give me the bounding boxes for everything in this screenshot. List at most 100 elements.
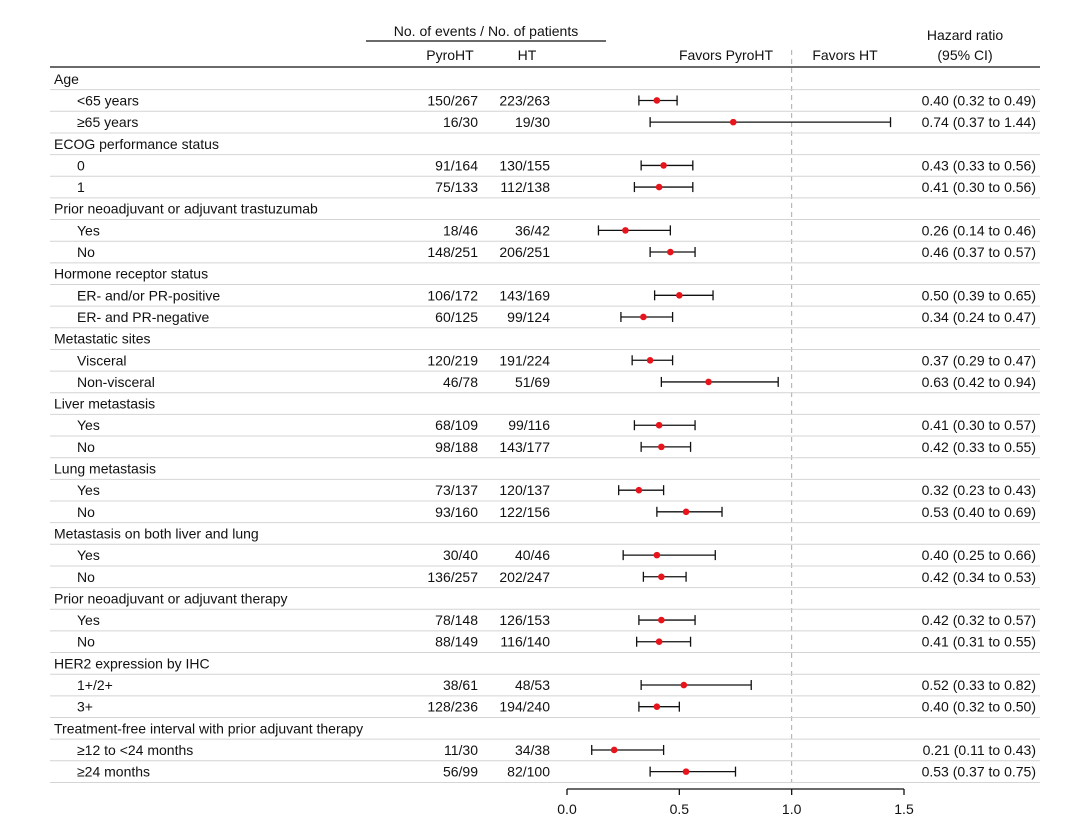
subgroup-label: Yes <box>77 612 100 628</box>
x-tick-label: 0.5 <box>670 801 690 817</box>
pyroht-events: 46/78 <box>443 374 478 390</box>
hazard-ratio-value: 0.26 (0.14 to 0.46) <box>922 222 1036 238</box>
ht-events: 116/140 <box>500 634 550 650</box>
hazard-ratio-point <box>653 703 661 710</box>
group-label: Treatment-free interval with prior adjuv… <box>54 720 363 736</box>
x-tick-label: 1.0 <box>782 801 802 817</box>
group-row: HER2 expression by IHC <box>50 652 1040 671</box>
subgroup-label: Yes <box>77 222 100 238</box>
pyroht-events: 78/148 <box>435 612 478 628</box>
subgroup-row: ≥24 months 56/99 82/100 0.53 (0.37 to 0.75) <box>50 760 1040 780</box>
forest-rows: Age <65 years 150/267 223/263 0.40 (0.32 to … <box>50 71 1040 783</box>
group-label: Age <box>54 71 79 87</box>
hazard-ratio-point <box>729 118 737 126</box>
subgroup-row: ER- and/or PR-positive 106/172 143/169 0.50… <box>50 284 1040 303</box>
subgroup-row: No 136/257 202/247 0.42 (0.34 to 0.53) <box>50 565 1040 585</box>
hazard-ratio-point <box>622 227 629 234</box>
pyroht-events: 56/99 <box>443 764 478 780</box>
group-row: Lung metastasis <box>50 457 1040 477</box>
group-label: ECOG performance status <box>54 136 219 152</box>
subgroup-label: Yes <box>77 482 100 498</box>
subgroup-label: ≥65 years <box>77 114 138 130</box>
table-header: No. of events / No. of patients PyroHT H… <box>50 23 1040 68</box>
hazard-ratio-point <box>660 162 667 169</box>
events-group-header: No. of events / No. of patients <box>394 23 578 39</box>
ht-events: 36/42 <box>515 222 550 238</box>
hazard-ratio-point <box>682 508 690 516</box>
hazard-ratio-value: 0.41 (0.30 to 0.56) <box>922 179 1036 195</box>
pyroht-events: 91/164 <box>435 157 478 173</box>
group-row: Liver metastasis <box>50 392 1040 412</box>
ht-events: 143/169 <box>499 287 550 303</box>
pyroht-events: 98/188 <box>435 439 478 455</box>
hazard-ratio-value: 0.53 (0.40 to 0.69) <box>922 504 1036 520</box>
subgroup-label: No <box>77 634 95 650</box>
group-row: Hormone receptor status <box>50 262 1040 282</box>
ht-events: 122/156 <box>499 504 550 520</box>
hazard-ratio-value: 0.34 (0.24 to 0.47) <box>922 309 1036 325</box>
col-header-pyroht: PyroHT <box>426 47 474 63</box>
subgroup-row: 3+ 128/236 194/240 0.40 (0.32 to 0.50) <box>50 695 1040 715</box>
pyroht-events: 68/109 <box>435 417 478 433</box>
x-tick-label: 1.5 <box>894 801 914 817</box>
ht-events: 120/137 <box>499 482 550 498</box>
ht-events: 130/155 <box>499 157 550 173</box>
group-label: Lung metastasis <box>54 461 156 477</box>
subgroup-label: Visceral <box>77 352 127 368</box>
ht-events: 194/240 <box>499 699 550 715</box>
hazard-ratio-value: 0.63 (0.42 to 0.94) <box>922 374 1036 390</box>
hazard-ratio-point <box>655 638 663 646</box>
subgroup-row: <65 years 150/267 223/263 0.40 (0.32 to 0.4… <box>50 89 1040 108</box>
hazard-ratio-point <box>682 768 690 775</box>
subgroup-label: No <box>77 569 95 585</box>
hazard-ratio-point <box>646 356 654 364</box>
group-label: Prior neoadjuvant or adjuvant trastuzuma… <box>54 201 318 217</box>
subgroup-row: ≥65 years 16/30 19/30 0.74 (0.37 to 1.44) <box>50 110 1040 130</box>
x-tick-label: 0.0 <box>557 801 577 817</box>
ht-events: 202/247 <box>499 569 550 585</box>
hazard-ratio-point <box>658 443 665 451</box>
favors-pyroht-label: Favors PyroHT <box>679 47 774 63</box>
col-header-ht: HT <box>518 47 537 63</box>
group-row: Treatment-free interval with prior adjuv… <box>50 717 1040 736</box>
ht-events: 191/224 <box>499 352 550 368</box>
hazard-ratio-value: 0.40 (0.25 to 0.66) <box>922 547 1036 563</box>
hazard-ratio-value: 0.21 (0.11 to 0.43) <box>923 742 1036 758</box>
hazard-ratio-point <box>655 421 663 429</box>
hazard-ratio-value: 0.53 (0.37 to 0.75) <box>922 764 1036 780</box>
hazard-ratio-value: 0.42 (0.32 to 0.57) <box>922 612 1036 628</box>
favors-ht-label: Favors HT <box>812 47 878 63</box>
subgroup-row: ER- and PR-negative 60/125 99/124 0.34 (0.2… <box>50 305 1040 325</box>
group-row: Metastatic sites <box>50 327 1040 347</box>
subgroup-label: ≥12 to <24 months <box>77 742 193 758</box>
pyroht-events: 16/30 <box>443 114 478 130</box>
x-axis: 0.0 0.5 1.0 1.5 <box>557 788 914 817</box>
hazard-ratio-header: Hazard ratio <box>927 27 1003 43</box>
hazard-ratio-value: 0.43 (0.33 to 0.56) <box>922 157 1036 173</box>
subgroup-label: No <box>77 244 95 260</box>
hazard-ratio-point <box>658 616 665 624</box>
group-row: Age <box>54 71 79 87</box>
hazard-ratio-point <box>676 292 683 299</box>
group-row: ECOG performance status <box>50 132 1040 152</box>
subgroup-label: No <box>77 439 95 455</box>
hazard-ratio-point <box>680 681 688 689</box>
hazard-ratio-value: 0.41 (0.30 to 0.57) <box>922 417 1036 433</box>
hazard-ratio-point <box>653 551 661 559</box>
hazard-ratio-point <box>653 97 661 104</box>
hazard-ratio-value: 0.42 (0.34 to 0.53) <box>922 569 1036 585</box>
ht-events: 40/46 <box>515 547 550 563</box>
pyroht-events: 120/219 <box>427 352 478 368</box>
subgroup-row: Visceral 120/219 191/224 0.37 (0.29 to 0.47… <box>50 348 1040 368</box>
subgroup-row: Yes 78/148 126/153 0.42 (0.32 to 0.57) <box>50 608 1040 628</box>
hazard-ratio-point <box>655 183 663 191</box>
hazard-ratio-point <box>667 248 674 256</box>
hazard-ratio-value: 0.52 (0.33 to 0.82) <box>922 677 1036 693</box>
subgroup-label: 1+/2+ <box>77 677 113 693</box>
subgroup-row: Yes 73/137 120/137 0.32 (0.23 to 0.43) <box>50 478 1040 498</box>
pyroht-events: 150/267 <box>427 92 478 108</box>
subgroup-row: Yes 18/46 36/42 0.26 (0.14 to 0.46) <box>50 219 1040 238</box>
subgroup-row: No 88/149 116/140 0.41 (0.31 to 0.55) <box>50 630 1040 650</box>
hazard-ratio-point <box>640 313 647 321</box>
